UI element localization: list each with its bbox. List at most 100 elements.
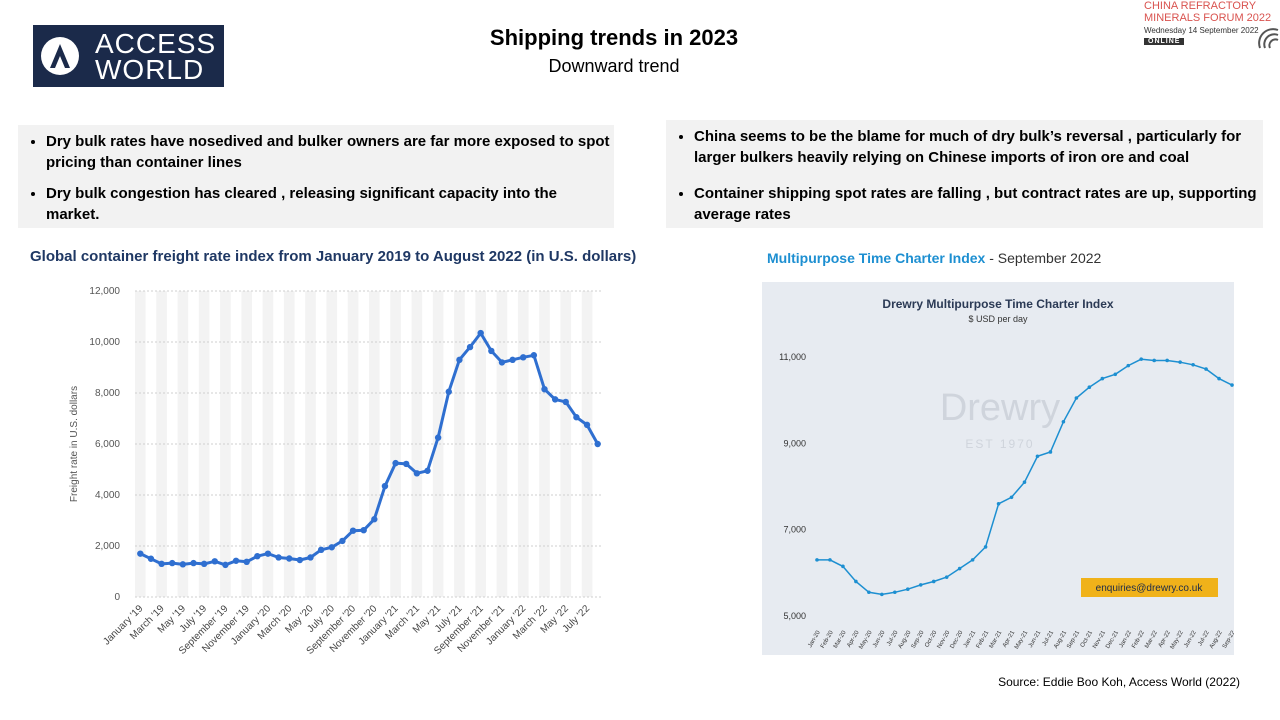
chart1-data-point [466, 343, 474, 351]
chart1-data-point [349, 527, 357, 534]
chart2-data-point [815, 558, 819, 562]
chart2-contact-box [1081, 578, 1218, 597]
chart1-data-point [254, 553, 261, 560]
chart1-ytick-label: 4,000 [95, 490, 120, 501]
chart2-background [762, 282, 1234, 655]
logo-triangle-icon [41, 37, 79, 75]
chart2-data-point [1178, 360, 1182, 364]
chart2-ytick-label: 9,000 [783, 438, 806, 448]
chart1-title: Global container freight rate index from… [30, 248, 637, 265]
chart2-title: Drewry Multipurpose Time Charter Index [882, 297, 1113, 311]
chart2-data-point [1230, 383, 1234, 387]
broadcast-icon [1258, 28, 1279, 49]
chart2-data-point [1061, 419, 1066, 424]
chart1-data-point [594, 440, 601, 448]
chart1-ytick-label: 10,000 [89, 337, 120, 348]
chart2-data-point [1009, 495, 1014, 500]
chart1-data-point [371, 516, 378, 523]
chart1-data-point [551, 396, 559, 403]
chart1-data-point [275, 554, 282, 561]
chart1-data-point [190, 559, 197, 567]
chart1-data-point [200, 560, 208, 568]
chart1-data-point [413, 470, 421, 477]
chart1-data-point [147, 555, 155, 562]
chart1-data-point [445, 388, 452, 395]
bullet-item: Dry bulk congestion has cleared , releas… [46, 183, 614, 225]
bullet-item: China seems to be the blame for much of … [694, 126, 1263, 168]
chart2-watermark-sub: EST 1970 [965, 437, 1034, 451]
event-online-tag: ONLINE [1144, 38, 1185, 45]
chart1-data-point [286, 555, 293, 562]
chart1-data-point [328, 544, 335, 551]
chart2-data-point [944, 575, 949, 579]
bullet-box-left: Dry bulk rates have nosedived and bulker… [18, 125, 614, 228]
chart1-data-point [307, 554, 314, 561]
chart1-data-point [424, 467, 431, 474]
chart1-band [241, 291, 252, 597]
chart2-data-point [1022, 480, 1027, 484]
chart1-band [496, 291, 508, 597]
chart2-header: Multipurpose Time Charter Index - Septem… [767, 250, 1101, 266]
logo-word-2: WORLD [95, 54, 205, 85]
chart1-band [369, 291, 380, 597]
chart2-contact-text: enquiries@drewry.co.uk [1096, 583, 1204, 594]
chart1-data-point [477, 329, 484, 337]
chart1-data-point [456, 356, 463, 364]
chart1-data-point [222, 561, 229, 569]
chart2-data-point [1191, 362, 1195, 367]
chart2-data-point [1074, 396, 1079, 400]
chart1-band [432, 291, 444, 597]
chart2-data-point [1100, 376, 1105, 381]
chart1-data-point [296, 556, 304, 564]
chart2-data-point [1126, 363, 1131, 368]
chart1-ytick-label: 8,000 [95, 388, 120, 399]
bullet-box-right: China seems to be the blame for much of … [666, 120, 1263, 228]
chart1-ylabel: Freight rate in U.S. dollars [69, 386, 80, 502]
freight-rate-chart: 0 2,000 4,000 6,000 8,000 10,000 12,000 Freight… [69, 286, 603, 657]
chart2-data-point [1152, 358, 1156, 363]
chart2-data-point [893, 590, 897, 595]
chart1-band [347, 291, 359, 597]
chart1-data-point [509, 356, 516, 364]
chart2-ytick-label: 5,000 [783, 611, 806, 621]
chart2-data-point [1217, 376, 1221, 381]
event-line-2: MINERALS FORUM 2022 [1144, 12, 1272, 24]
chart2-data-point [970, 558, 975, 562]
chart1-data-point [583, 421, 591, 429]
chart1-data-point [339, 537, 346, 545]
chart2-data-point [1165, 358, 1169, 363]
chart2-data-point [918, 583, 923, 587]
chart1-data-point [169, 559, 176, 567]
chart2-data-point [1087, 385, 1092, 390]
chart1-ytick-label: 12,000 [89, 286, 120, 297]
chart1-data-point [243, 558, 250, 566]
access-world-logo: ACCESS WORLD [33, 25, 224, 87]
chart1-band [220, 291, 231, 597]
chart2-data-point [1048, 450, 1053, 454]
chart1-ytick-label: 6,000 [95, 439, 120, 450]
event-date: Wednesday 14 September 2022 [1144, 26, 1259, 35]
chart2-data-point [1035, 454, 1040, 459]
event-badge: CHINA REFRACTORY MINERALS FORUM 2022 Wed… [1142, 0, 1280, 50]
chart1-data-point [211, 558, 218, 565]
chart2-header-main: Multipurpose Time Charter Index [767, 250, 986, 266]
chart1-data-point [562, 398, 569, 406]
bullet-item: Container shipping spot rates are fallin… [694, 183, 1263, 225]
chart2-ytick-label: 11,000 [779, 352, 806, 362]
logo-word-1: ACCESS [95, 28, 217, 59]
chart1-band [560, 291, 572, 597]
chart1-data-point [317, 546, 325, 554]
chart1-data-point [573, 414, 580, 421]
chart1-data-point [381, 482, 389, 490]
chart1-data-point [541, 385, 548, 393]
chart2-data-point [905, 587, 910, 592]
chart1-data-point [498, 359, 506, 366]
chart2-watermark: Drewry [940, 387, 1060, 429]
chart1-band [283, 291, 295, 597]
chart1-data-point [434, 434, 442, 441]
chart1-data-point [137, 550, 144, 557]
chart2-data-point [880, 592, 884, 597]
chart1-data-point [403, 460, 410, 468]
chart2-data-point [828, 558, 832, 562]
chart2-data-point [957, 566, 962, 571]
